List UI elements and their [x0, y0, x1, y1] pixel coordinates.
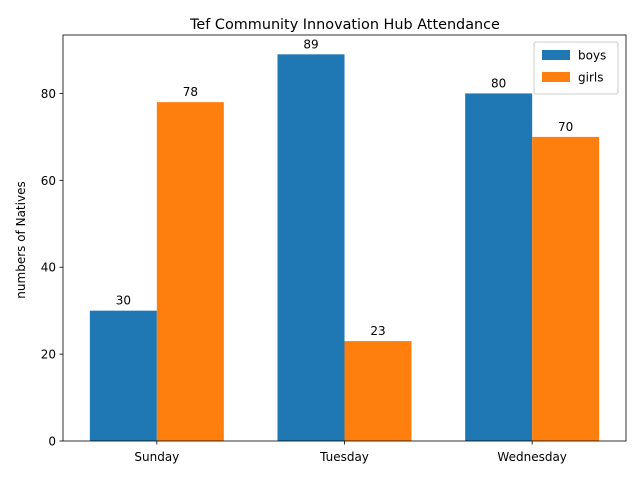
data-label: 89: [303, 37, 318, 51]
data-label: 78: [183, 85, 198, 99]
legend: boys girls: [533, 41, 619, 95]
bar-girls-sunday: [156, 102, 224, 441]
y-tick-label: 20: [41, 348, 56, 362]
bar-girls-tuesday: [344, 341, 412, 441]
legend-swatch-boys: [542, 50, 570, 60]
y-axis-label: numbers of Natives: [14, 181, 28, 298]
bar-boys-wednesday: [465, 93, 533, 442]
legend-label-boys: boys: [578, 49, 606, 63]
x-tick-label: Sunday: [134, 450, 179, 464]
chart-title: Tef Community Innovation Hub Attendance: [189, 17, 500, 33]
bar-boys-sunday: [89, 310, 157, 441]
data-label: 70: [558, 120, 573, 134]
y-tick-label: 40: [41, 261, 56, 275]
y-tick-label: 0: [48, 435, 56, 449]
plot-area: 30 89 80 78 23 70 0 20 40 60 80 Sunday Tuesday Wednes…: [41, 34, 627, 464]
x-tick-label: Wednesday: [497, 450, 566, 464]
y-tick-label: 60: [41, 174, 56, 188]
legend-label-girls: girls: [578, 71, 603, 85]
data-label: 23: [370, 324, 385, 338]
data-label: 80: [491, 76, 506, 90]
x-tick-label: Tuesday: [319, 450, 369, 464]
bar-boys-tuesday: [277, 54, 345, 441]
bar-girls-wednesday: [532, 136, 600, 442]
y-tick-label: 80: [41, 87, 56, 101]
data-label: 30: [116, 294, 131, 308]
legend-swatch-girls: [542, 72, 570, 82]
